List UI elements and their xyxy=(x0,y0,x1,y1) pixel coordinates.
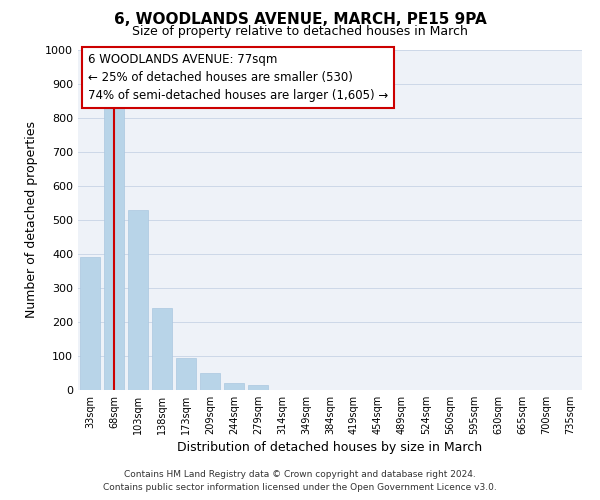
Bar xyxy=(176,358,196,390)
Y-axis label: Number of detached properties: Number of detached properties xyxy=(25,122,38,318)
Bar xyxy=(104,108,124,390)
Text: Contains HM Land Registry data © Crown copyright and database right 2024.
Contai: Contains HM Land Registry data © Crown c… xyxy=(103,470,497,492)
Bar xyxy=(80,258,100,390)
Text: Size of property relative to detached houses in March: Size of property relative to detached ho… xyxy=(132,25,468,38)
Bar xyxy=(224,383,244,390)
Bar xyxy=(200,373,220,390)
Text: 6 WOODLANDS AVENUE: 77sqm
← 25% of detached houses are smaller (530)
74% of semi: 6 WOODLANDS AVENUE: 77sqm ← 25% of detac… xyxy=(88,54,388,102)
X-axis label: Distribution of detached houses by size in March: Distribution of detached houses by size … xyxy=(178,441,482,454)
Bar xyxy=(152,308,172,390)
Text: 6, WOODLANDS AVENUE, MARCH, PE15 9PA: 6, WOODLANDS AVENUE, MARCH, PE15 9PA xyxy=(113,12,487,28)
Bar xyxy=(128,210,148,390)
Bar xyxy=(248,385,268,390)
